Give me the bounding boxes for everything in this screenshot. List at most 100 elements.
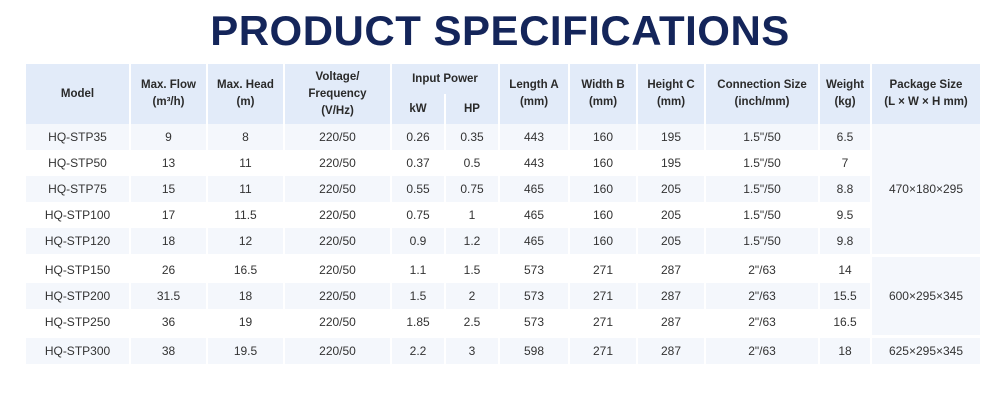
cell-weight: 15.5 — [820, 283, 870, 309]
header-length: Length A (mm) — [500, 64, 568, 124]
cell-connection: 2"/63 — [706, 309, 818, 335]
cell-kw: 1.85 — [392, 309, 444, 335]
table-row: HQ-STP250 36 19 220/50 1.85 2.5 573 271 287 2"/63… — [26, 309, 980, 335]
cell-length: 465 — [500, 228, 568, 254]
header-width: Width B (mm) — [570, 64, 636, 124]
cell-height: 195 — [638, 150, 704, 176]
cell-model: HQ-STP250 — [26, 309, 129, 335]
row-spacer — [26, 335, 980, 338]
cell-head: 18 — [208, 283, 283, 309]
table-row: HQ-STP150 26 16.5 220/50 1.1 1.5 573 271 287 2"/6… — [26, 257, 980, 335]
cell-hp: 1.5 — [446, 257, 498, 283]
cell-length: 465 — [500, 176, 568, 202]
header-kw: kW — [392, 94, 444, 124]
cell-height: 195 — [638, 124, 704, 150]
cell-kw: 2.2 — [392, 338, 444, 364]
cell-voltage: 220/50 — [285, 150, 390, 176]
cell-kw: 0.9 — [392, 228, 444, 254]
cell-head: 16.5 — [208, 257, 283, 283]
cell-model: HQ-STP35 — [26, 124, 129, 150]
cell-package-size: 470×180×295 — [872, 124, 980, 254]
table-row: HQ-STP35 9 8 220/50 0.26 0.35 443 160 195 1.5"/50… — [26, 124, 980, 254]
cell-connection: 1.5"/50 — [706, 202, 818, 228]
table-row: HQ-STP75 15 11 220/50 0.55 0.75 465 160 205 1.5"/… — [26, 176, 980, 202]
cell-flow: 17 — [131, 202, 206, 228]
header-row: Model Max. Flow (m³/h) Max. Head (m) Volta… — [26, 64, 980, 124]
cell-weight: 7 — [820, 150, 870, 176]
cell-weight: 9.5 — [820, 202, 870, 228]
cell-model: HQ-STP300 — [26, 338, 129, 364]
cell-head: 19 — [208, 309, 283, 335]
cell-flow: 9 — [131, 124, 206, 150]
cell-weight: 9.8 — [820, 228, 870, 254]
cell-head: 11 — [208, 176, 283, 202]
header-connection: Connection Size (inch/mm) — [706, 64, 818, 124]
header-model: Model — [26, 64, 129, 124]
cell-height: 287 — [638, 257, 704, 283]
cell-height: 287 — [638, 309, 704, 335]
cell-flow: 13 — [131, 150, 206, 176]
cell-length: 443 — [500, 150, 568, 176]
cell-weight: 6.5 — [820, 124, 870, 150]
cell-hp: 0.5 — [446, 150, 498, 176]
table-row: HQ-STP50 13 11 220/50 0.37 0.5 443 160 195 1.5"/5… — [26, 150, 980, 176]
cell-height: 205 — [638, 228, 704, 254]
header-input-power: Input Power — [392, 64, 498, 94]
header-height: Height C (mm) — [638, 64, 704, 124]
page-title: PRODUCT SPECIFICATIONS — [210, 7, 790, 54]
cell-hp: 2.5 — [446, 309, 498, 335]
cell-voltage: 220/50 — [285, 124, 390, 150]
cell-head: 11.5 — [208, 202, 283, 228]
cell-length: 465 — [500, 202, 568, 228]
cell-height: 287 — [638, 283, 704, 309]
cell-width: 160 — [570, 202, 636, 228]
cell-voltage: 220/50 — [285, 202, 390, 228]
cell-connection: 1.5"/50 — [706, 124, 818, 150]
specifications-table: Model Max. Flow (m³/h) Max. Head (m) Volta… — [24, 64, 982, 364]
cell-kw: 0.37 — [392, 150, 444, 176]
table-row: HQ-STP300 38 19.5 220/50 2.2 3 598 271 287 2"/63 1… — [26, 338, 980, 364]
header-hp: HP — [446, 94, 498, 124]
cell-kw: 0.26 — [392, 124, 444, 150]
cell-length: 598 — [500, 338, 568, 364]
cell-voltage: 220/50 — [285, 338, 390, 364]
cell-length: 573 — [500, 283, 568, 309]
cell-length: 573 — [500, 309, 568, 335]
header-max-flow: Max. Flow (m³/h) — [131, 64, 206, 124]
cell-flow: 18 — [131, 228, 206, 254]
cell-width: 160 — [570, 228, 636, 254]
cell-height: 205 — [638, 202, 704, 228]
cell-voltage: 220/50 — [285, 309, 390, 335]
cell-flow: 15 — [131, 176, 206, 202]
header-weight: Weight (kg) — [820, 64, 870, 124]
cell-flow: 38 — [131, 338, 206, 364]
cell-hp: 2 — [446, 283, 498, 309]
cell-height: 205 — [638, 176, 704, 202]
spacer-cell — [26, 335, 980, 338]
cell-weight: 14 — [820, 257, 870, 283]
cell-hp: 0.35 — [446, 124, 498, 150]
cell-width: 160 — [570, 150, 636, 176]
cell-kw: 0.55 — [392, 176, 444, 202]
cell-kw: 1.5 — [392, 283, 444, 309]
cell-width: 160 — [570, 124, 636, 150]
cell-voltage: 220/50 — [285, 283, 390, 309]
cell-model: HQ-STP75 — [26, 176, 129, 202]
table-row: HQ-STP100 17 11.5 220/50 0.75 1 465 160 205 1.5"/… — [26, 202, 980, 228]
cell-connection: 1.5"/50 — [706, 176, 818, 202]
cell-voltage: 220/50 — [285, 257, 390, 283]
row-spacer — [26, 254, 980, 257]
cell-connection: 1.5"/50 — [706, 150, 818, 176]
cell-width: 271 — [570, 283, 636, 309]
cell-width: 271 — [570, 338, 636, 364]
cell-width: 160 — [570, 176, 636, 202]
cell-kw: 0.75 — [392, 202, 444, 228]
cell-connection: 2"/63 — [706, 338, 818, 364]
cell-head: 11 — [208, 150, 283, 176]
cell-weight: 8.8 — [820, 176, 870, 202]
header-max-head: Max. Head (m) — [208, 64, 283, 124]
cell-model: HQ-STP50 — [26, 150, 129, 176]
cell-height: 287 — [638, 338, 704, 364]
cell-hp: 1 — [446, 202, 498, 228]
cell-model: HQ-STP150 — [26, 257, 129, 283]
